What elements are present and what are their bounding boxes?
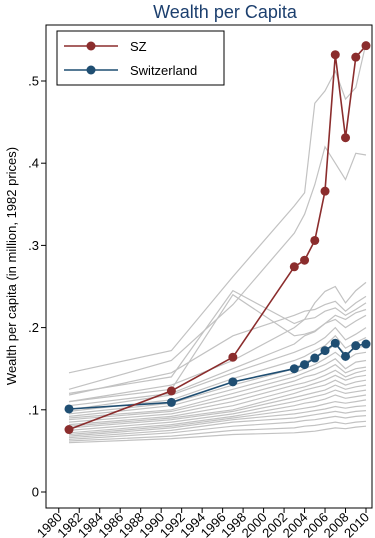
comparison-line [68,394,367,434]
highlight-series [64,41,371,435]
comparison-line [68,405,367,437]
data-point-sz [64,425,74,435]
legend: SZ Switzerland [56,30,225,86]
comparison-line [68,293,367,403]
comparison-line [68,379,367,427]
y-axis: 0 .1 .2 .3 .4 .5 [28,74,46,500]
comparison-line [68,145,367,390]
data-point-sz [341,133,351,143]
comparison-line [68,374,367,426]
data-point-switzerland [320,346,330,356]
comparison-line [68,358,367,419]
comparison-line [68,399,367,436]
data-point-sz [320,186,330,196]
y-axis-title: Wealth per capita (in million, 1982 pric… [4,147,19,385]
data-point-sz [166,386,176,396]
comparison-line [68,295,367,396]
y-tick-label: .4 [28,156,39,171]
data-point-switzerland [361,339,371,349]
chart-title: Wealth per Capita [153,2,298,22]
y-tick-label: .2 [28,320,39,335]
data-point-sz [351,52,361,62]
data-point-sz [289,262,299,272]
comparison-line [68,384,367,429]
data-point-sz [361,41,371,51]
comparison-line [68,369,367,423]
comparison-line [68,281,367,394]
data-point-sz [330,50,340,60]
comparison-line [68,425,367,444]
legend-label-switzerland: Switzerland [130,63,197,78]
legend-marker-sz [86,41,96,51]
comparison-line [68,363,367,421]
y-tick-label: .1 [28,402,39,417]
data-point-switzerland [64,404,74,414]
data-point-sz [310,235,320,245]
comparison-line [68,410,367,439]
data-point-switzerland [289,364,299,374]
data-point-switzerland [166,397,176,407]
legend-box [56,30,225,86]
comparison-line [68,43,367,374]
legend-label-sz: SZ [130,39,147,54]
comparison-line [68,326,367,411]
data-point-switzerland [228,377,238,387]
data-point-switzerland [351,341,361,351]
comparison-line [68,389,367,431]
comparison-line [68,415,367,440]
data-point-switzerland [330,338,340,348]
comparison-line [68,420,367,442]
data-point-sz [300,255,310,265]
legend-marker-switzerland [86,65,96,75]
comparison-line [68,314,367,407]
y-tick-label: 0 [32,485,39,500]
data-point-switzerland [341,351,351,361]
data-point-switzerland [300,360,310,370]
data-point-sz [228,352,238,362]
data-point-switzerland [310,353,320,363]
comparison-line [68,334,367,412]
y-tick-label: .3 [28,238,39,253]
y-tick-label: .5 [28,74,39,89]
